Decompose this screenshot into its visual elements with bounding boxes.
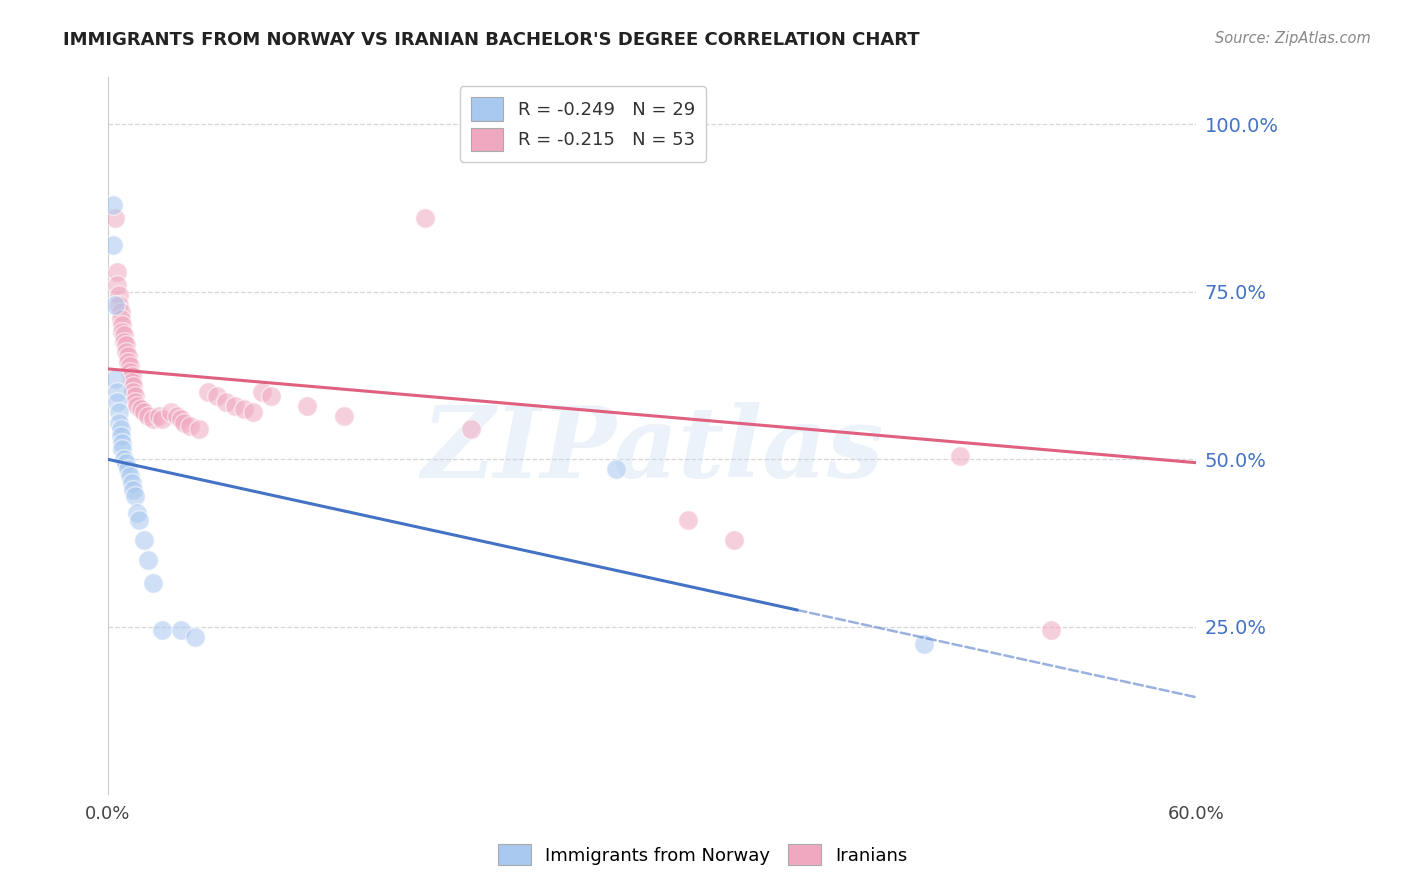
Point	[110, 422, 132, 436]
Point	[184, 630, 207, 644]
Point	[215, 395, 238, 409]
Point	[949, 449, 972, 463]
Point	[678, 513, 700, 527]
Point	[117, 462, 139, 476]
Point	[136, 553, 159, 567]
Point	[160, 405, 183, 419]
Point	[111, 442, 134, 457]
Point	[1040, 624, 1063, 638]
Point	[152, 624, 174, 638]
Point	[129, 402, 152, 417]
Point	[169, 624, 191, 638]
Point	[108, 288, 131, 302]
Point	[169, 412, 191, 426]
Point	[173, 416, 195, 430]
Point	[125, 399, 148, 413]
Text: Source: ZipAtlas.com: Source: ZipAtlas.com	[1215, 31, 1371, 46]
Point	[179, 418, 201, 433]
Text: IMMIGRANTS FROM NORWAY VS IRANIAN BACHELOR'S DEGREE CORRELATION CHART: IMMIGRANTS FROM NORWAY VS IRANIAN BACHEL…	[63, 31, 920, 49]
Point	[121, 368, 143, 383]
Point	[112, 328, 135, 343]
Point	[121, 376, 143, 390]
Point	[460, 422, 482, 436]
Point	[118, 365, 141, 379]
Point	[125, 506, 148, 520]
Point	[122, 378, 145, 392]
Point	[233, 402, 256, 417]
Point	[115, 338, 138, 352]
Point	[142, 412, 165, 426]
Point	[108, 416, 131, 430]
Point	[104, 372, 127, 386]
Point	[415, 211, 437, 226]
Point	[111, 325, 134, 339]
Point	[105, 265, 128, 279]
Point	[124, 395, 146, 409]
Point	[105, 385, 128, 400]
Point	[912, 637, 935, 651]
Point	[104, 298, 127, 312]
Legend: R = -0.249   N = 29, R = -0.215   N = 53: R = -0.249 N = 29, R = -0.215 N = 53	[460, 87, 706, 161]
Point	[112, 335, 135, 350]
Point	[242, 405, 264, 419]
Point	[605, 462, 627, 476]
Point	[124, 489, 146, 503]
Point	[250, 385, 273, 400]
Point	[108, 405, 131, 419]
Point	[118, 359, 141, 373]
Point	[134, 533, 156, 547]
Point	[187, 422, 209, 436]
Point	[224, 399, 246, 413]
Point	[166, 409, 188, 423]
Point	[205, 389, 228, 403]
Point	[134, 405, 156, 419]
Point	[115, 345, 138, 359]
Point	[118, 469, 141, 483]
Point	[105, 395, 128, 409]
Point	[128, 513, 150, 527]
Point	[297, 399, 319, 413]
Point	[108, 298, 131, 312]
Point	[723, 533, 745, 547]
Point	[148, 409, 170, 423]
Point	[117, 349, 139, 363]
Point	[104, 211, 127, 226]
Point	[122, 483, 145, 497]
Point	[121, 475, 143, 490]
Text: ZIPatlas: ZIPatlas	[420, 402, 883, 499]
Point	[103, 238, 125, 252]
Point	[110, 311, 132, 326]
Point	[136, 409, 159, 423]
Point	[142, 576, 165, 591]
Point	[103, 198, 125, 212]
Point	[115, 456, 138, 470]
Point	[110, 305, 132, 319]
Point	[122, 385, 145, 400]
Point	[152, 412, 174, 426]
Point	[111, 435, 134, 450]
Point	[105, 278, 128, 293]
Point	[112, 452, 135, 467]
Point	[117, 355, 139, 369]
Point	[197, 385, 219, 400]
Point	[124, 389, 146, 403]
Legend: Immigrants from Norway, Iranians: Immigrants from Norway, Iranians	[491, 837, 915, 872]
Point	[260, 389, 283, 403]
Point	[332, 409, 354, 423]
Point	[110, 429, 132, 443]
Point	[111, 318, 134, 333]
